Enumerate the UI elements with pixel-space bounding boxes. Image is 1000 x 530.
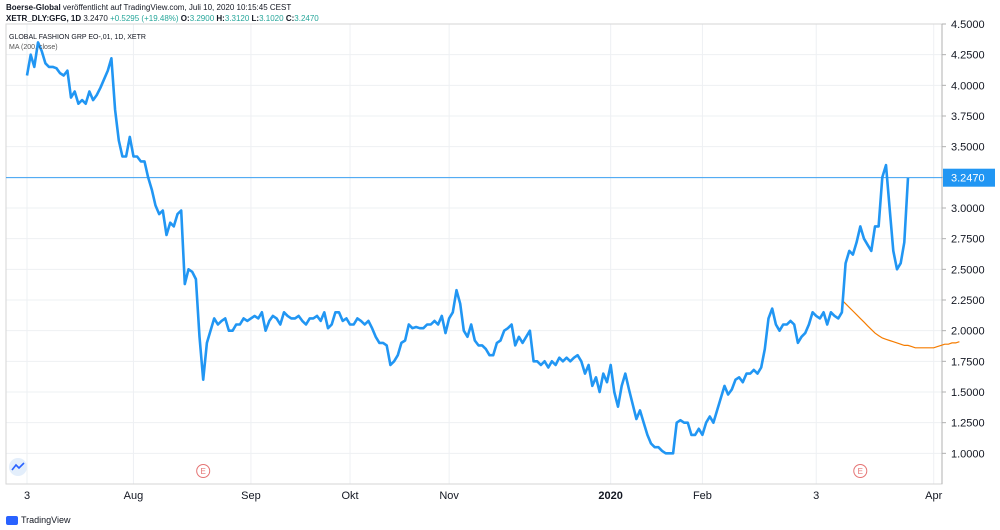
tv-mini-logo: [9, 458, 27, 476]
y-axis-ticks: 4.50004.25004.00003.75003.50003.25003.00…: [942, 19, 995, 460]
low-label: L:: [251, 14, 260, 23]
x-tick-label: Sep: [241, 490, 261, 502]
earnings-marker-label: E: [201, 467, 206, 476]
y-tick-label: 1.0000: [951, 448, 985, 460]
chart-legend-title: GLOBAL FASHION GRP EO-,01, 1D, XETR: [9, 34, 146, 41]
high-value: 3.3120: [224, 14, 250, 23]
series-line-ma200: [841, 299, 960, 349]
series-line-price: [25, 41, 910, 455]
y-tick-label: 3.5000: [951, 142, 985, 154]
tv-mini-logo-mark: [11, 462, 25, 471]
brand-label: TradingView: [21, 515, 71, 525]
y-tick-label: 1.2500: [951, 418, 985, 430]
tradingview-logo-icon: [6, 516, 18, 526]
y-tick-label: 2.0000: [951, 326, 985, 338]
axis-border: [5, 23, 943, 485]
change-value: +0.5295 (+19.48%): [110, 14, 179, 23]
event-markers: EEE: [196, 464, 868, 478]
y-tick-label: 1.7500: [951, 356, 985, 368]
x-tick-label: 2020: [598, 490, 622, 502]
y-tick-label: 4.0000: [951, 80, 985, 92]
symbol-label: XETR_DLY:GFG, 1D: [6, 14, 82, 23]
y-tick-label: 2.7500: [951, 234, 985, 246]
x-tick-label: Aug: [124, 490, 144, 502]
x-tick-label: Apr: [925, 490, 942, 502]
low-value: 3.1020: [259, 14, 284, 23]
high-label: H:: [216, 14, 225, 23]
x-tick-label: 3: [813, 490, 819, 502]
y-tick-label: 3.7500: [951, 111, 985, 123]
x-tick-label: Feb: [693, 490, 712, 502]
close-label: C:: [285, 14, 295, 23]
y-tick-label: 4.5000: [951, 19, 985, 31]
y-tick-label: 2.2500: [951, 295, 985, 307]
series-layer: [6, 41, 960, 455]
x-tick-label: Okt: [341, 490, 358, 502]
publish-text: veröffentlicht auf TradingView.com, Juli…: [62, 3, 292, 12]
earnings-marker-label: E: [858, 467, 863, 476]
y-tick-label: 3.0000: [951, 203, 985, 215]
y-tick-label: 2.5000: [951, 264, 985, 276]
y-tick-label: 4.2500: [951, 50, 985, 62]
open-value: 3.2900: [189, 14, 215, 23]
last-value-label: 3.2470: [951, 173, 985, 185]
symbol-line: XETR_DLY:GFG, 1D 3.2470 +0.5295 (+19.48%…: [6, 14, 319, 23]
earnings-marker-icon: [853, 464, 868, 478]
last-value-box: [943, 168, 995, 187]
x-tick-label: Nov: [439, 490, 459, 502]
chart-legend-ma: MA (200, close): [9, 44, 58, 51]
open-label: O:: [180, 14, 190, 23]
y-tick-label: 1.5000: [951, 387, 985, 399]
publish-info: Boerse-Global veröffentlicht auf Trading…: [6, 3, 291, 12]
x-tick-label: 3: [24, 490, 30, 502]
close-value: 3.2470: [294, 14, 319, 23]
x-axis-ticks: 3AugSepOktNov2020Feb3AprJunJul: [24, 490, 943, 502]
earnings-marker-icon: [196, 464, 211, 478]
last-price: 3.2470: [83, 14, 108, 23]
footer-brand: TradingView: [6, 515, 71, 526]
publisher-name: Boerse-Global: [6, 3, 61, 12]
